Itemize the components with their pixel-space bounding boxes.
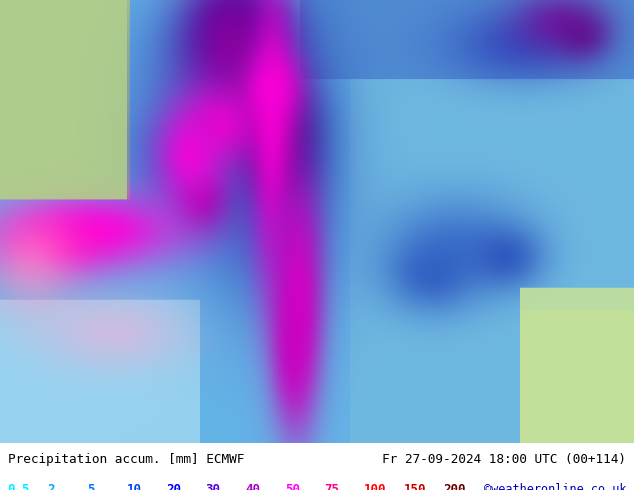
Text: 20: 20: [166, 483, 181, 490]
Text: Fr 27-09-2024 18:00 UTC (00+114): Fr 27-09-2024 18:00 UTC (00+114): [382, 453, 626, 466]
Text: 0.5: 0.5: [8, 483, 30, 490]
Text: 200: 200: [444, 483, 466, 490]
Text: Precipitation accum. [mm] ECMWF: Precipitation accum. [mm] ECMWF: [8, 453, 244, 466]
Text: 75: 75: [325, 483, 340, 490]
Text: 5: 5: [87, 483, 94, 490]
Text: 100: 100: [364, 483, 387, 490]
Text: 50: 50: [285, 483, 300, 490]
Text: 2: 2: [47, 483, 55, 490]
Text: ©weatheronline.co.uk: ©weatheronline.co.uk: [484, 483, 626, 490]
Text: 10: 10: [127, 483, 141, 490]
Text: 150: 150: [404, 483, 426, 490]
Text: 30: 30: [205, 483, 221, 490]
Text: 40: 40: [245, 483, 261, 490]
